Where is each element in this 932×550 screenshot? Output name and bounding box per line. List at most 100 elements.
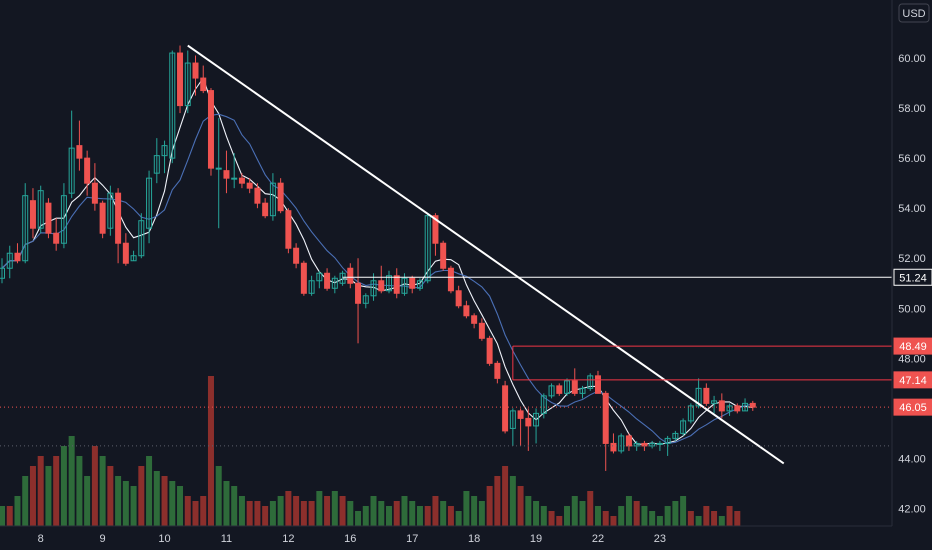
candle-body (238, 177, 245, 184)
candle-body (99, 202, 106, 234)
volume-bar (91, 446, 98, 526)
price-tag: 48.49 (893, 337, 932, 355)
candle-body (734, 405, 741, 412)
candle (324, 268, 331, 291)
price-tag: 51.24 (893, 268, 932, 286)
candle-body (672, 432, 679, 439)
volume-bar (293, 496, 300, 526)
time-axis[interactable]: 8 9 10 11 12 16 17 18 19 22 23 (0, 525, 892, 545)
candle (91, 163, 98, 211)
candle-body (45, 202, 52, 234)
volume-bar (726, 506, 733, 526)
volume-bar (649, 511, 656, 526)
volume-bar (602, 511, 609, 526)
volume-bar (192, 501, 199, 526)
candle (153, 138, 160, 184)
candle-body (703, 387, 710, 404)
candle-body (680, 420, 687, 434)
price-ticks: 60.00 58.00 56.00 54.00 52.00 50.00 48.00 44.00… (898, 53, 926, 515)
candle (107, 185, 114, 236)
candle-body (548, 385, 555, 397)
volume-bar (153, 471, 160, 526)
candle (486, 335, 493, 366)
candle-body (564, 380, 571, 394)
candle-body (60, 195, 67, 244)
price-tick-label: 42.00 (898, 503, 926, 515)
volume-bar (556, 516, 563, 526)
price-tag-box (893, 337, 932, 355)
candle-body (447, 267, 454, 292)
candle (680, 418, 687, 436)
candle-body (602, 392, 609, 444)
candle-body (540, 395, 547, 414)
candle-body (509, 410, 516, 429)
candle (533, 408, 540, 444)
candle-body (161, 145, 168, 157)
price-axis[interactable]: 60.00 58.00 56.00 54.00 52.00 50.00 48.00 44.00… (891, 0, 932, 526)
candle-body (517, 410, 524, 419)
volume-bar (703, 506, 710, 526)
candle-body (347, 267, 354, 284)
volume-bar (486, 486, 493, 526)
candle (556, 383, 563, 396)
candle (130, 250, 137, 262)
candle (455, 285, 462, 309)
candle (718, 393, 725, 419)
candle-body (502, 385, 509, 432)
candle-body (254, 187, 261, 204)
volume-bar (122, 481, 129, 526)
volume-bar (316, 491, 323, 526)
candle-body (556, 385, 563, 394)
volume-bar (215, 466, 222, 526)
volume-bar (29, 466, 36, 526)
candle-body (726, 405, 733, 412)
volume-bar (76, 456, 83, 526)
time-tick-label: 11 (221, 533, 232, 545)
candle-body (122, 242, 129, 264)
candle-body (370, 280, 377, 297)
price-tags: 51.24 48.49 47.14 46.05 (893, 268, 932, 416)
candle (45, 198, 52, 239)
volume-bar (45, 466, 52, 526)
volume-bar (571, 496, 578, 526)
trendline[interactable] (187, 44, 785, 465)
volume-bar (223, 481, 230, 526)
volume-bar (355, 511, 362, 526)
candle-body (486, 337, 493, 364)
volume-bar (37, 456, 44, 526)
price-tick-label: 52.00 (898, 253, 926, 265)
candle (246, 178, 253, 194)
candle-body (409, 277, 416, 289)
moving-average-5 (1, 76, 753, 445)
candle (300, 260, 307, 296)
volume-bar (687, 511, 694, 526)
candle (316, 270, 323, 289)
currency-button[interactable]: USD (898, 3, 930, 23)
candle (540, 393, 547, 419)
candle-body (718, 400, 725, 412)
candle (378, 265, 385, 294)
candle (409, 275, 416, 294)
candle (293, 243, 300, 269)
candle-body (664, 437, 671, 444)
candle (742, 398, 749, 412)
candle (494, 360, 501, 384)
candle-body (378, 280, 385, 292)
candle (122, 233, 129, 266)
candle (169, 50, 176, 164)
candle-body (324, 272, 331, 289)
price-tick-label: 50.00 (898, 303, 926, 315)
candle-body (362, 295, 369, 304)
volume-bar (680, 496, 687, 526)
volume-bar (362, 506, 369, 526)
candle-body (749, 402, 756, 408)
volume-bar (84, 476, 91, 526)
candle-body (594, 375, 601, 394)
volume-bar (416, 506, 423, 526)
drawings-layer (0, 44, 892, 465)
candle-body (177, 52, 184, 107)
candle (502, 380, 509, 434)
candle-body (687, 405, 694, 422)
volume-bar (494, 476, 501, 526)
